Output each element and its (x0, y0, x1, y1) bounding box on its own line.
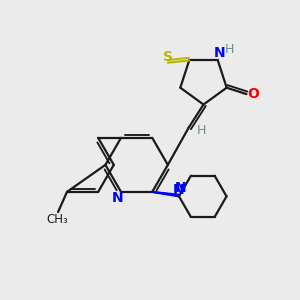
Text: N: N (112, 191, 123, 206)
Text: O: O (247, 87, 259, 101)
Text: N: N (175, 181, 186, 195)
Text: H: H (196, 124, 206, 137)
Text: H: H (225, 43, 234, 56)
Text: N: N (172, 183, 184, 197)
Text: N: N (214, 46, 225, 60)
Text: S: S (163, 50, 173, 64)
Text: CH₃: CH₃ (46, 213, 68, 226)
